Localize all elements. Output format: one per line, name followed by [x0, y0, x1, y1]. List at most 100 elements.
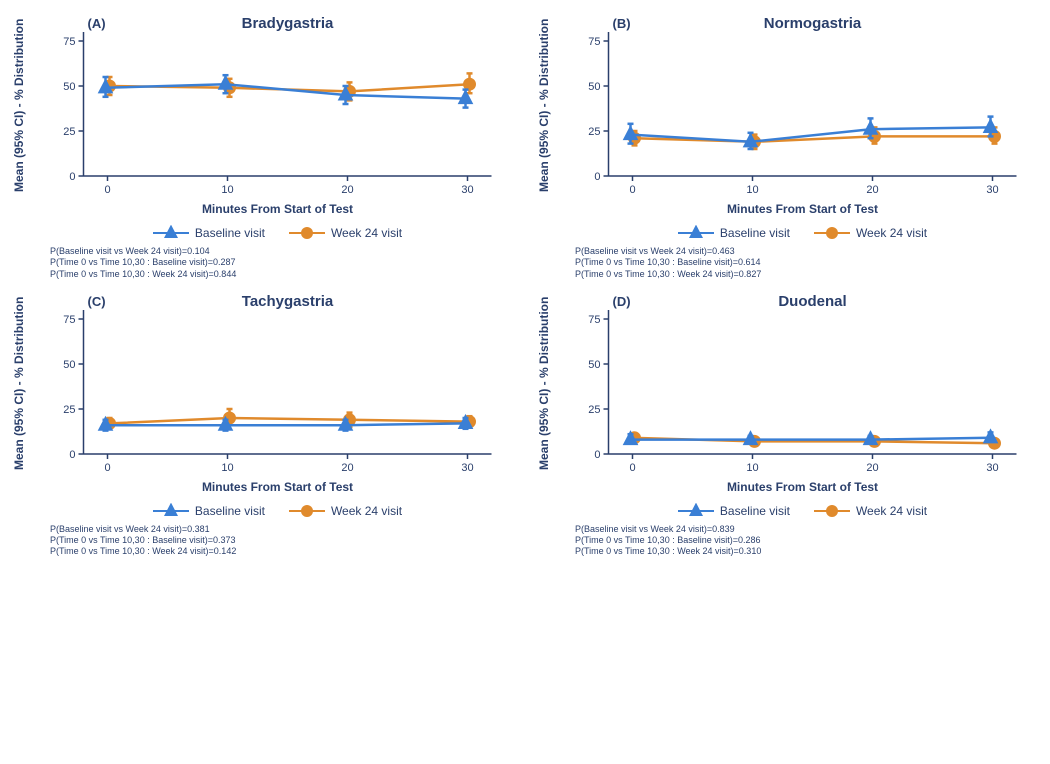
svg-text:75: 75: [588, 36, 600, 48]
pvalues-(A): P(Baseline visit vs Week 24 visit)=0.104…: [50, 246, 515, 280]
pvalues-(B): P(Baseline visit vs Week 24 visit)=0.463…: [575, 246, 1040, 280]
legend: Baseline visit Week 24 visit: [40, 226, 515, 240]
svg-text:25: 25: [588, 126, 600, 138]
svg-text:25: 25: [63, 404, 75, 416]
svg-text:25: 25: [63, 126, 75, 138]
svg-text:30: 30: [461, 184, 473, 196]
legend-label-week24: Week 24 visit: [856, 226, 927, 240]
panel-(A): Mean (95% CI) - % Distribution 0 25 50 75 0 1…: [10, 10, 515, 280]
axes: 0 25 50 75 0 10 20 30 (B) Normogastria: [588, 15, 1016, 196]
svg-text:10: 10: [746, 462, 758, 474]
svg-text:20: 20: [866, 462, 878, 474]
svg-text:(C): (C): [88, 294, 106, 309]
pvalue-line: P(Baseline visit vs Week 24 visit)=0.839: [575, 524, 1040, 535]
svg-text:20: 20: [866, 184, 878, 196]
legend-label-baseline: Baseline visit: [720, 226, 790, 240]
legend: Baseline visit Week 24 visit: [565, 226, 1040, 240]
pvalue-line: P(Time 0 vs Time 10,30 : Week 24 visit)=…: [50, 546, 515, 557]
legend: Baseline visit Week 24 visit: [565, 504, 1040, 518]
svg-text:0: 0: [69, 171, 75, 183]
plot-wrap: Mean (95% CI) - % Distribution 0 25 50 75 0 1…: [10, 288, 515, 478]
pvalues-(C): P(Baseline visit vs Week 24 visit)=0.381…: [50, 524, 515, 558]
y-axis-label: Mean (95% CI) - % Distribution: [10, 10, 28, 200]
svg-text:20: 20: [341, 462, 353, 474]
plot-(C): 0 25 50 75 0 10 20 30 (C) Tachygastria: [28, 288, 515, 478]
pvalue-line: P(Time 0 vs Time 10,30 : Baseline visit)…: [575, 257, 1040, 268]
svg-text:50: 50: [588, 81, 600, 93]
panel-(C): Mean (95% CI) - % Distribution 0 25 50 75 0 1…: [10, 288, 515, 558]
svg-text:30: 30: [461, 462, 473, 474]
pvalue-line: P(Time 0 vs Time 10,30 : Baseline visit)…: [575, 535, 1040, 546]
legend-item-baseline: Baseline visit: [678, 504, 790, 518]
svg-text:10: 10: [746, 184, 758, 196]
axes: 02550750102030(D)Duodenal: [588, 293, 1016, 474]
svg-text:(B): (B): [613, 16, 631, 31]
x-axis-label: Minutes From Start of Test: [40, 202, 515, 216]
svg-text:75: 75: [63, 36, 75, 48]
svg-text:Tachygastria: Tachygastria: [242, 293, 334, 310]
y-axis-label: Mean (95% CI) - % Distribution: [535, 10, 553, 200]
series-baseline-visit: [99, 415, 473, 431]
svg-text:Duodenal: Duodenal: [778, 293, 846, 310]
legend-item-baseline: Baseline visit: [678, 226, 790, 240]
pvalue-line: P(Time 0 vs Time 10,30 : Baseline visit)…: [50, 257, 515, 268]
y-axis-label: Mean (95% CI) - % Distribution: [10, 288, 28, 478]
svg-text:Normogastria: Normogastria: [764, 15, 862, 32]
series-baseline-visit: [624, 117, 998, 149]
legend: Baseline visit Week 24 visit: [40, 504, 515, 518]
pvalue-line: P(Time 0 vs Time 10,30 : Week 24 visit)=…: [575, 269, 1040, 280]
pvalue-line: P(Baseline visit vs Week 24 visit)=0.381: [50, 524, 515, 535]
legend-item-week24: Week 24 visit: [814, 504, 927, 518]
axes: 0 25 50 75 0 10 20 30 (C) Tachygastria: [63, 293, 491, 474]
svg-text:0: 0: [629, 462, 635, 474]
legend-item-week24: Week 24 visit: [289, 504, 402, 518]
plot-(B): 0 25 50 75 0 10 20 30 (B) Normogastria: [553, 10, 1040, 200]
plot-wrap: Mean (95% CI) - % Distribution 025507501…: [535, 288, 1040, 478]
series-baseline-visit: [99, 75, 473, 107]
legend-label-baseline: Baseline visit: [195, 504, 265, 518]
legend-label-week24: Week 24 visit: [331, 504, 402, 518]
legend-label-week24: Week 24 visit: [856, 504, 927, 518]
pvalue-line: P(Time 0 vs Time 10,30 : Baseline visit)…: [50, 535, 515, 546]
panel-(D): Mean (95% CI) - % Distribution 025507501…: [535, 288, 1040, 558]
y-axis-label: Mean (95% CI) - % Distribution: [535, 288, 553, 478]
svg-text:50: 50: [63, 81, 75, 93]
legend-label-baseline: Baseline visit: [195, 226, 265, 240]
svg-text:25: 25: [588, 404, 600, 416]
pvalue-line: P(Time 0 vs Time 10,30 : Week 24 visit)=…: [575, 546, 1040, 557]
svg-text:30: 30: [986, 184, 998, 196]
svg-text:0: 0: [629, 184, 635, 196]
axes: 0 25 50 75 0 10 20 30 (A) Bradygastria: [63, 15, 491, 196]
legend-item-week24: Week 24 visit: [814, 226, 927, 240]
svg-text:50: 50: [63, 359, 75, 371]
x-axis-label: Minutes From Start of Test: [565, 480, 1040, 494]
legend-item-baseline: Baseline visit: [153, 504, 265, 518]
svg-text:10: 10: [221, 462, 233, 474]
plot-wrap: Mean (95% CI) - % Distribution 0 25 50 75 0 1…: [535, 10, 1040, 200]
svg-text:10: 10: [221, 184, 233, 196]
legend-item-baseline: Baseline visit: [153, 226, 265, 240]
svg-text:75: 75: [63, 314, 75, 326]
plot-wrap: Mean (95% CI) - % Distribution 0 25 50 75 0 1…: [10, 10, 515, 200]
svg-text:20: 20: [341, 184, 353, 196]
svg-text:(A): (A): [88, 16, 106, 31]
svg-text:30: 30: [986, 462, 998, 474]
x-axis-label: Minutes From Start of Test: [40, 480, 515, 494]
legend-label-week24: Week 24 visit: [331, 226, 402, 240]
panel-(B): Mean (95% CI) - % Distribution 0 25 50 75 0 1…: [535, 10, 1040, 280]
pvalue-line: P(Baseline visit vs Week 24 visit)=0.104: [50, 246, 515, 257]
pvalues-(D): P(Baseline visit vs Week 24 visit)=0.839…: [575, 524, 1040, 558]
plot-(A): 0 25 50 75 0 10 20 30 (A) Bradygastria: [28, 10, 515, 200]
svg-text:75: 75: [588, 314, 600, 326]
legend-item-week24: Week 24 visit: [289, 226, 402, 240]
svg-text:0: 0: [104, 184, 110, 196]
svg-text:0: 0: [594, 171, 600, 183]
svg-text:0: 0: [104, 462, 110, 474]
svg-text:Bradygastria: Bradygastria: [242, 15, 334, 32]
svg-text:50: 50: [588, 359, 600, 371]
chart-grid: Mean (95% CI) - % Distribution 0 25 50 75 0 1…: [10, 10, 1040, 558]
legend-label-baseline: Baseline visit: [720, 504, 790, 518]
svg-text:(D): (D): [613, 294, 631, 309]
svg-text:0: 0: [69, 449, 75, 461]
pvalue-line: P(Baseline visit vs Week 24 visit)=0.463: [575, 246, 1040, 257]
